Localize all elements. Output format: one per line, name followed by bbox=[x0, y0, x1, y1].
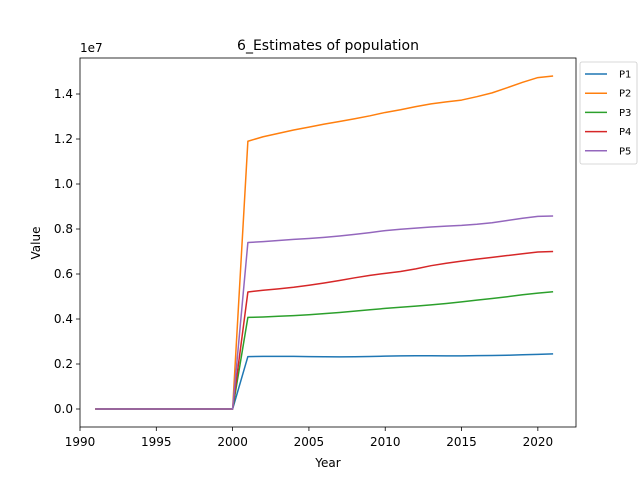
y-tick-label: 1.4 bbox=[54, 87, 73, 101]
x-axis-title: Year bbox=[314, 456, 340, 470]
chart-title: 6_Estimates of population bbox=[237, 38, 419, 54]
x-tick-label: 1990 bbox=[65, 435, 96, 449]
x-tick-label: 2020 bbox=[523, 435, 554, 449]
plot-area bbox=[80, 58, 576, 427]
axes: 1990 1995 2000 2005 2010 2015 2020 0.0 0.2 0.4 0.6… bbox=[54, 57, 577, 449]
legend-label-p5: P5 bbox=[619, 146, 631, 157]
y-tick-label: 0.0 bbox=[54, 402, 73, 416]
series-line-p5 bbox=[95, 215, 554, 410]
plot-background bbox=[80, 58, 576, 427]
legend-frame bbox=[579, 61, 638, 165]
axes-frame bbox=[79, 57, 577, 428]
legend: P1 P2 P3 P4 P5 bbox=[579, 61, 638, 165]
y-tick-label: 1.0 bbox=[54, 177, 73, 191]
series-lines bbox=[95, 75, 554, 410]
y-tick-label: 0.6 bbox=[54, 267, 73, 281]
x-tick-label: 2010 bbox=[370, 435, 401, 449]
legend-label-p1: P1 bbox=[619, 70, 631, 81]
y-offset-label: 1e7 bbox=[80, 41, 103, 55]
x-tick-label: 1995 bbox=[141, 435, 172, 449]
x-tick-label: 2000 bbox=[217, 435, 248, 449]
legend-label-p3: P3 bbox=[619, 108, 631, 119]
legend-label-p4: P4 bbox=[619, 127, 631, 138]
y-tick-label: 0.4 bbox=[54, 312, 73, 326]
y-tick-label: 0.8 bbox=[54, 222, 73, 236]
legend-label-p2: P2 bbox=[619, 89, 631, 100]
y-tick-label: 0.2 bbox=[54, 357, 73, 371]
y-tick-label: 1.2 bbox=[54, 132, 73, 146]
y-axis-title: Value bbox=[29, 227, 43, 260]
x-tick-label: 2015 bbox=[446, 435, 477, 449]
x-tick-label: 2005 bbox=[294, 435, 325, 449]
